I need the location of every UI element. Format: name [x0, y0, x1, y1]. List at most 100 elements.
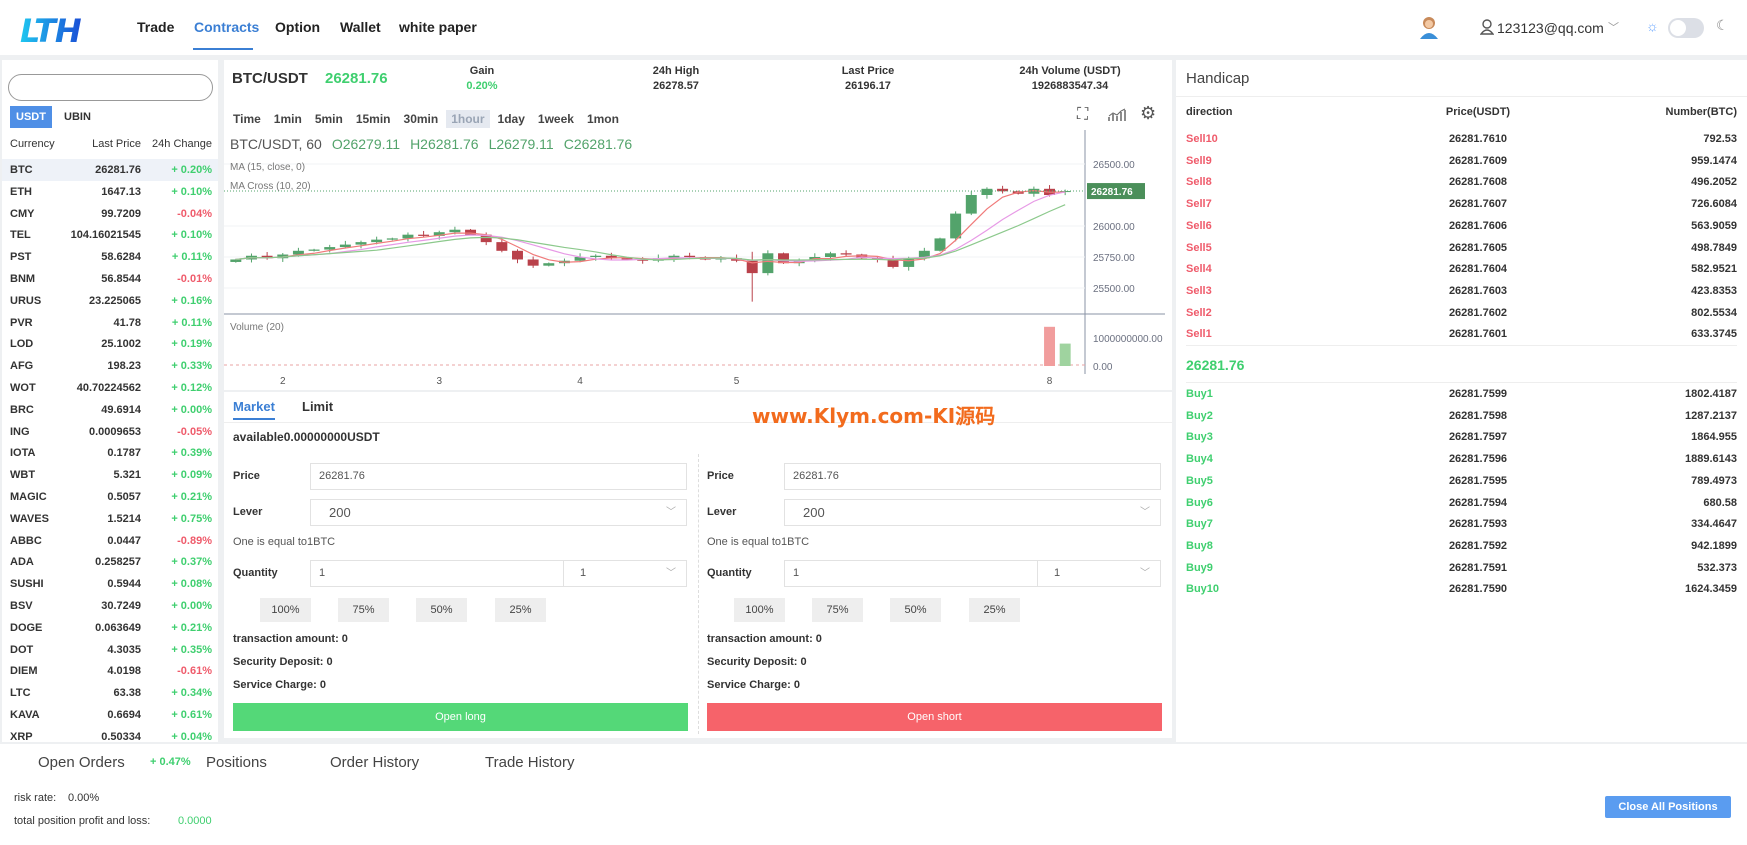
market-row[interactable]: WOT 40.70224562 + 0.12% — [2, 377, 218, 399]
market-row[interactable]: DOGE 0.063649 + 0.21% — [2, 617, 218, 639]
market-row[interactable]: ADA 0.258257 + 0.37% — [2, 551, 218, 573]
percent-button[interactable]: 25% — [495, 598, 546, 622]
book-row[interactable]: Sell5 26281.7605 498.7849 — [1176, 238, 1747, 258]
open-short-button[interactable]: Open short — [707, 703, 1162, 731]
book-row[interactable]: Sell6 26281.7606 563.9059 — [1176, 216, 1747, 236]
nav-white-paper[interactable]: white paper — [399, 19, 477, 35]
logo[interactable]: LTH — [20, 12, 82, 50]
customer-service-icon[interactable] — [1418, 15, 1440, 42]
book-row[interactable]: Buy9 26281.7591 532.373 — [1176, 558, 1747, 578]
book-row[interactable]: Sell2 26281.7602 802.5534 — [1176, 303, 1747, 323]
candlestick-chart[interactable]: 26500.00 26000.00 25750.00 25500.00 26281.76… — [224, 130, 1172, 390]
close-all-positions-button[interactable]: Close All Positions — [1605, 796, 1731, 818]
timeframe-5min[interactable]: 5min — [314, 112, 343, 126]
user-email[interactable]: 123123@qq.com — [1497, 20, 1604, 36]
book-direction: Sell1 — [1186, 328, 1212, 341]
tab-usdt[interactable]: USDT — [10, 106, 52, 128]
market-row[interactable]: WAVES 1.5214 + 0.75% — [2, 508, 218, 530]
quantity-unit-select[interactable]: 1 ﹀ — [563, 560, 687, 587]
market-row[interactable]: BNM 56.8544 -0.01% — [2, 268, 218, 290]
quantity-input[interactable]: 1 — [310, 560, 564, 587]
market-row[interactable]: BRC 49.6914 + 0.00% — [2, 399, 218, 421]
timeframe-1min[interactable]: 1min — [273, 112, 302, 126]
tab-positions[interactable]: Positions — [206, 754, 267, 771]
market-row[interactable]: LOD 25.1002 + 0.19% — [2, 333, 218, 355]
lever-select[interactable]: 200 ﹀ — [784, 499, 1161, 526]
lever-select[interactable]: 200 ﹀ — [310, 499, 687, 526]
timeframe-Time[interactable]: Time — [233, 112, 261, 126]
quantity-unit-select[interactable]: 1 ﹀ — [1037, 560, 1161, 587]
book-row[interactable]: Buy7 26281.7593 334.4647 — [1176, 514, 1747, 534]
percent-button[interactable]: 100% — [260, 598, 311, 622]
book-row[interactable]: Sell9 26281.7609 959.1474 — [1176, 151, 1747, 171]
book-row[interactable]: Buy6 26281.7594 680.58 — [1176, 493, 1747, 513]
market-row[interactable]: URUS 23.225065 + 0.16% — [2, 290, 218, 312]
percent-button[interactable]: 100% — [734, 598, 785, 622]
timeframe-15min[interactable]: 15min — [355, 112, 391, 126]
gear-icon[interactable]: ⚙ — [1140, 103, 1157, 123]
tab-limit[interactable]: Limit — [302, 399, 334, 414]
market-row[interactable]: DOT 4.3035 + 0.35% — [2, 639, 218, 661]
tab-market[interactable]: Market — [233, 399, 275, 414]
theme-toggle[interactable] — [1668, 18, 1704, 38]
timeframe-1mon[interactable]: 1mon — [586, 112, 619, 126]
book-row[interactable]: Sell4 26281.7604 582.9521 — [1176, 259, 1747, 279]
market-row[interactable]: WBT 5.321 + 0.09% — [2, 464, 218, 486]
percent-button[interactable]: 50% — [416, 598, 467, 622]
nav-option[interactable]: Option — [275, 19, 321, 35]
book-row[interactable]: Sell1 26281.7601 633.3745 — [1176, 324, 1747, 344]
market-row[interactable]: TEL 104.16021545 + 0.10% — [2, 224, 218, 246]
book-row[interactable]: Sell3 26281.7603 423.8353 — [1176, 281, 1747, 301]
percent-button[interactable]: 75% — [338, 598, 389, 622]
market-row[interactable]: CMY 99.7209 -0.04% — [2, 203, 218, 225]
market-row[interactable]: IOTA 0.1787 + 0.39% — [2, 442, 218, 464]
book-row[interactable]: Sell10 26281.7610 792.53 — [1176, 129, 1747, 149]
percent-button[interactable]: 50% — [890, 598, 941, 622]
price-input[interactable]: 26281.76 — [310, 463, 687, 490]
search-input[interactable] — [8, 74, 213, 101]
market-row[interactable]: LTC 63.38 + 0.34% — [2, 682, 218, 704]
book-row[interactable]: Buy5 26281.7595 789.4973 — [1176, 471, 1747, 491]
market-row[interactable]: XRP 0.50334 + 0.04% — [2, 726, 218, 742]
market-row[interactable]: BTC 26281.76 + 0.20% — [2, 159, 218, 181]
fullscreen-icon[interactable]: ⛶ — [1077, 106, 1089, 123]
market-row[interactable]: BSV 30.7249 + 0.00% — [2, 595, 218, 617]
indicators-icon[interactable] — [1108, 108, 1126, 125]
market-row[interactable]: MAGIC 0.5057 + 0.21% — [2, 486, 218, 508]
chevron-down-icon[interactable]: ﹀ — [1608, 22, 1619, 34]
price-input[interactable]: 26281.76 — [784, 463, 1161, 490]
book-row[interactable]: Buy8 26281.7592 942.1899 — [1176, 536, 1747, 556]
tab-order-history[interactable]: Order History — [330, 754, 420, 771]
timeframe-1day[interactable]: 1day — [497, 112, 525, 126]
nav-trade[interactable]: Trade — [137, 19, 175, 35]
book-row[interactable]: Buy3 26281.7597 1864.955 — [1176, 427, 1747, 447]
book-row[interactable]: Buy2 26281.7598 1287.2137 — [1176, 406, 1747, 426]
book-row[interactable]: Buy4 26281.7596 1889.6143 — [1176, 449, 1747, 469]
timeframe-1hour[interactable]: 1hour — [446, 110, 490, 128]
book-row[interactable]: Buy10 26281.7590 1624.3459 — [1176, 579, 1747, 599]
market-row[interactable]: ETH 1647.13 + 0.10% — [2, 181, 218, 203]
candle-body — [934, 238, 946, 251]
market-row[interactable]: DIEM 4.0198 -0.61% — [2, 660, 218, 682]
percent-button[interactable]: 75% — [812, 598, 863, 622]
market-row[interactable]: SUSHI 0.5944 + 0.08% — [2, 573, 218, 595]
market-row[interactable]: PVR 41.78 + 0.11% — [2, 312, 218, 334]
percent-button[interactable]: 25% — [969, 598, 1020, 622]
market-row[interactable]: AFG 198.23 + 0.33% — [2, 355, 218, 377]
tab-ubin[interactable]: UBIN — [64, 111, 91, 123]
quantity-input[interactable]: 1 — [784, 560, 1038, 587]
book-row[interactable]: Sell8 26281.7608 496.2052 — [1176, 172, 1747, 192]
timeframe-30min[interactable]: 30min — [403, 112, 439, 126]
market-row[interactable]: KAVA 0.6694 + 0.61% — [2, 704, 218, 726]
market-row[interactable]: ING 0.0009653 -0.05% — [2, 421, 218, 443]
book-row[interactable]: Buy1 26281.7599 1802.4187 — [1176, 384, 1747, 404]
book-row[interactable]: Sell7 26281.7607 726.6084 — [1176, 194, 1747, 214]
tab-open-orders[interactable]: Open Orders — [38, 754, 125, 771]
tab-trade-history[interactable]: Trade History — [485, 754, 575, 771]
open-long-button[interactable]: Open long — [233, 703, 688, 731]
timeframe-1week[interactable]: 1week — [537, 112, 574, 126]
market-row[interactable]: PST 58.6284 + 0.11% — [2, 246, 218, 268]
nav-wallet[interactable]: Wallet — [340, 19, 381, 35]
market-row[interactable]: ABBC 0.0447 -0.89% — [2, 530, 218, 552]
nav-contracts[interactable]: Contracts — [194, 19, 260, 35]
